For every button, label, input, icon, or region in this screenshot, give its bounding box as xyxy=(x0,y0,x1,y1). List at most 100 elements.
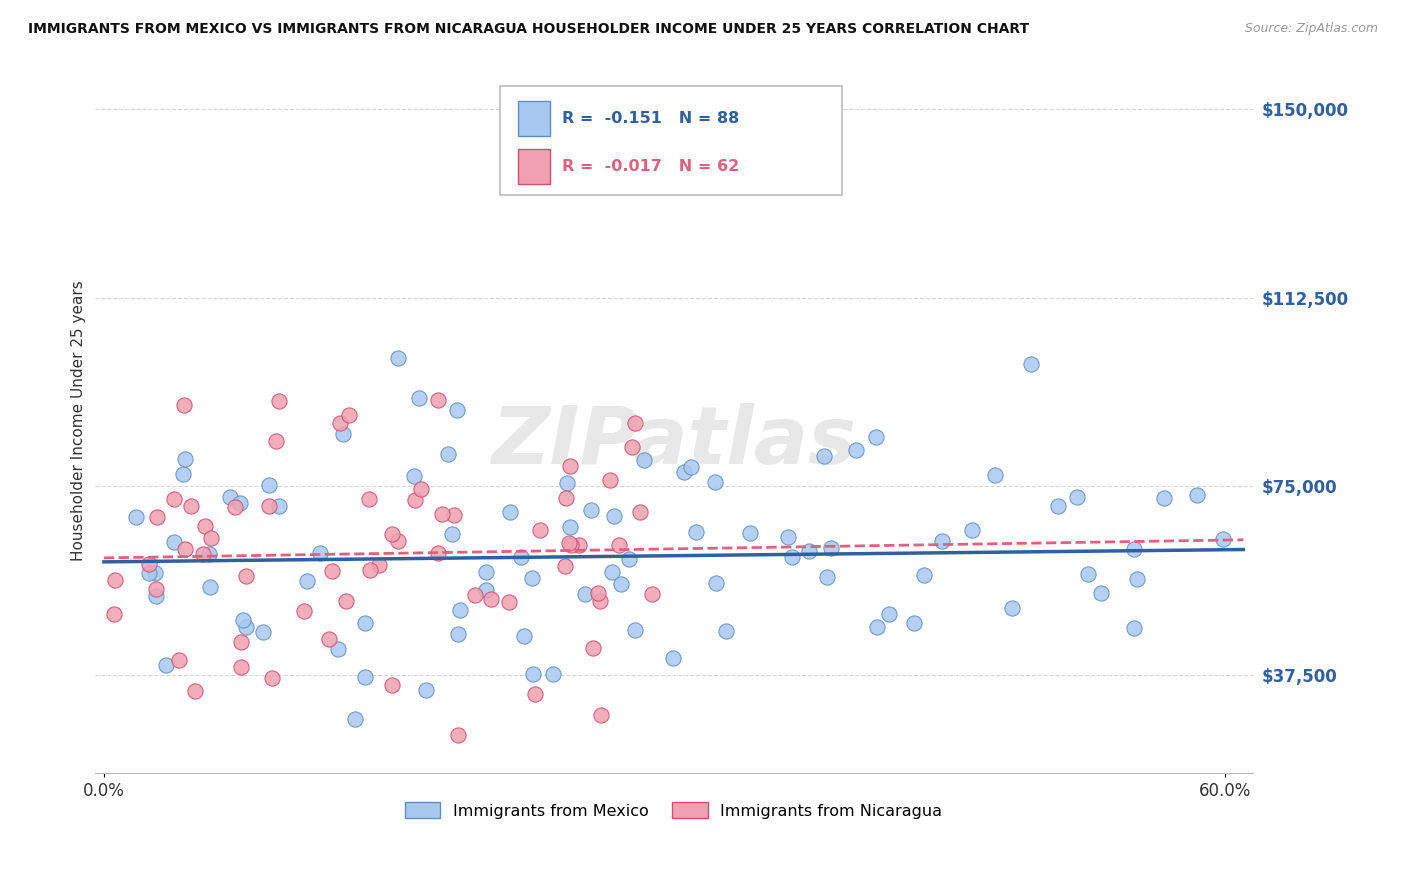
Point xyxy=(738,526,761,541)
Point xyxy=(295,574,318,589)
Point xyxy=(191,548,214,562)
Point xyxy=(308,546,330,560)
Point xyxy=(335,593,357,607)
Point xyxy=(714,624,737,638)
Text: Source: ZipAtlas.com: Source: ZipAtlas.com xyxy=(1244,22,1378,36)
Point xyxy=(912,568,935,582)
Point xyxy=(498,595,520,609)
Point xyxy=(163,535,186,549)
Point xyxy=(799,544,821,558)
Point xyxy=(229,635,252,649)
Point xyxy=(581,640,603,655)
Point xyxy=(541,667,564,681)
Point xyxy=(554,558,576,573)
Point xyxy=(402,469,425,483)
Point xyxy=(1066,490,1088,504)
Point xyxy=(138,566,160,581)
Point xyxy=(180,500,202,514)
Point xyxy=(475,582,498,597)
Point xyxy=(498,505,520,519)
Point xyxy=(820,541,842,556)
Point xyxy=(359,491,381,506)
Point xyxy=(155,657,177,672)
Point xyxy=(426,545,449,559)
Point xyxy=(343,712,366,726)
Point xyxy=(624,416,647,430)
Point xyxy=(513,629,536,643)
Point xyxy=(183,683,205,698)
Point xyxy=(441,526,464,541)
Point xyxy=(267,393,290,408)
Point xyxy=(125,509,148,524)
Point xyxy=(581,503,603,517)
Point xyxy=(260,671,283,685)
Point xyxy=(353,670,375,684)
Point xyxy=(607,538,630,552)
Point xyxy=(229,660,252,674)
Point xyxy=(962,523,984,537)
Point xyxy=(145,590,167,604)
Point xyxy=(443,508,465,523)
Point xyxy=(633,453,655,467)
Legend: Immigrants from Mexico, Immigrants from Nicaragua: Immigrants from Mexico, Immigrants from … xyxy=(398,796,949,825)
FancyBboxPatch shape xyxy=(519,149,550,185)
Point xyxy=(447,627,470,641)
Point xyxy=(558,458,581,473)
Point xyxy=(229,496,252,510)
Point xyxy=(1001,601,1024,615)
Point xyxy=(1122,542,1144,557)
Point xyxy=(1126,572,1149,586)
Point xyxy=(430,508,453,522)
Point xyxy=(1212,533,1234,547)
Point xyxy=(200,580,222,594)
Point xyxy=(173,397,195,411)
Point xyxy=(603,508,626,523)
Point xyxy=(1077,566,1099,581)
Point xyxy=(782,549,804,564)
Point xyxy=(1153,491,1175,506)
Point xyxy=(479,591,502,606)
Point xyxy=(437,447,460,461)
Point xyxy=(679,460,702,475)
Point xyxy=(1047,499,1070,513)
Point xyxy=(387,351,409,366)
Point xyxy=(522,666,544,681)
Point xyxy=(387,533,409,548)
Point xyxy=(529,523,551,537)
Point xyxy=(589,593,612,607)
Point xyxy=(252,625,274,640)
Point xyxy=(865,430,887,444)
Point xyxy=(404,493,426,508)
Point xyxy=(329,416,352,430)
Point xyxy=(560,538,582,552)
Point xyxy=(232,613,254,627)
Point xyxy=(1019,357,1042,371)
Point xyxy=(172,467,194,481)
Point xyxy=(447,728,470,742)
Point xyxy=(949,786,972,800)
Text: IMMIGRANTS FROM MEXICO VS IMMIGRANTS FROM NICARAGUA HOUSEHOLDER INCOME UNDER 25 : IMMIGRANTS FROM MEXICO VS IMMIGRANTS FRO… xyxy=(28,22,1029,37)
Point xyxy=(449,603,471,617)
Point xyxy=(560,520,582,534)
Text: ZIPatlas: ZIPatlas xyxy=(491,403,856,481)
Point xyxy=(776,530,799,544)
Point xyxy=(408,392,430,406)
Point xyxy=(704,475,727,490)
Point xyxy=(589,707,612,722)
Point xyxy=(224,500,246,514)
Point xyxy=(685,525,707,540)
Point xyxy=(1185,488,1208,502)
Point xyxy=(877,607,900,621)
Point xyxy=(174,451,197,466)
Point xyxy=(641,587,664,601)
Point xyxy=(103,607,125,621)
Point xyxy=(257,477,280,491)
Point xyxy=(267,499,290,513)
Point xyxy=(662,651,685,665)
Point xyxy=(555,475,578,490)
Point xyxy=(339,409,361,423)
Point xyxy=(574,587,596,601)
Point xyxy=(167,653,190,667)
Point xyxy=(104,573,127,587)
Point xyxy=(138,557,160,571)
